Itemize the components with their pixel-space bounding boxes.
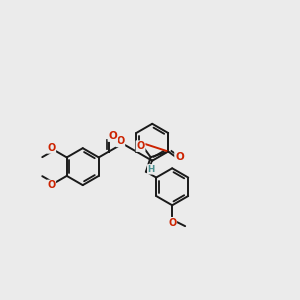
Text: O: O — [116, 136, 124, 146]
Text: O: O — [47, 180, 55, 190]
Text: O: O — [109, 131, 117, 141]
Text: O: O — [168, 218, 176, 228]
Text: O: O — [175, 152, 184, 162]
Text: O: O — [136, 141, 145, 151]
Text: H: H — [148, 165, 155, 174]
Text: O: O — [47, 143, 55, 153]
